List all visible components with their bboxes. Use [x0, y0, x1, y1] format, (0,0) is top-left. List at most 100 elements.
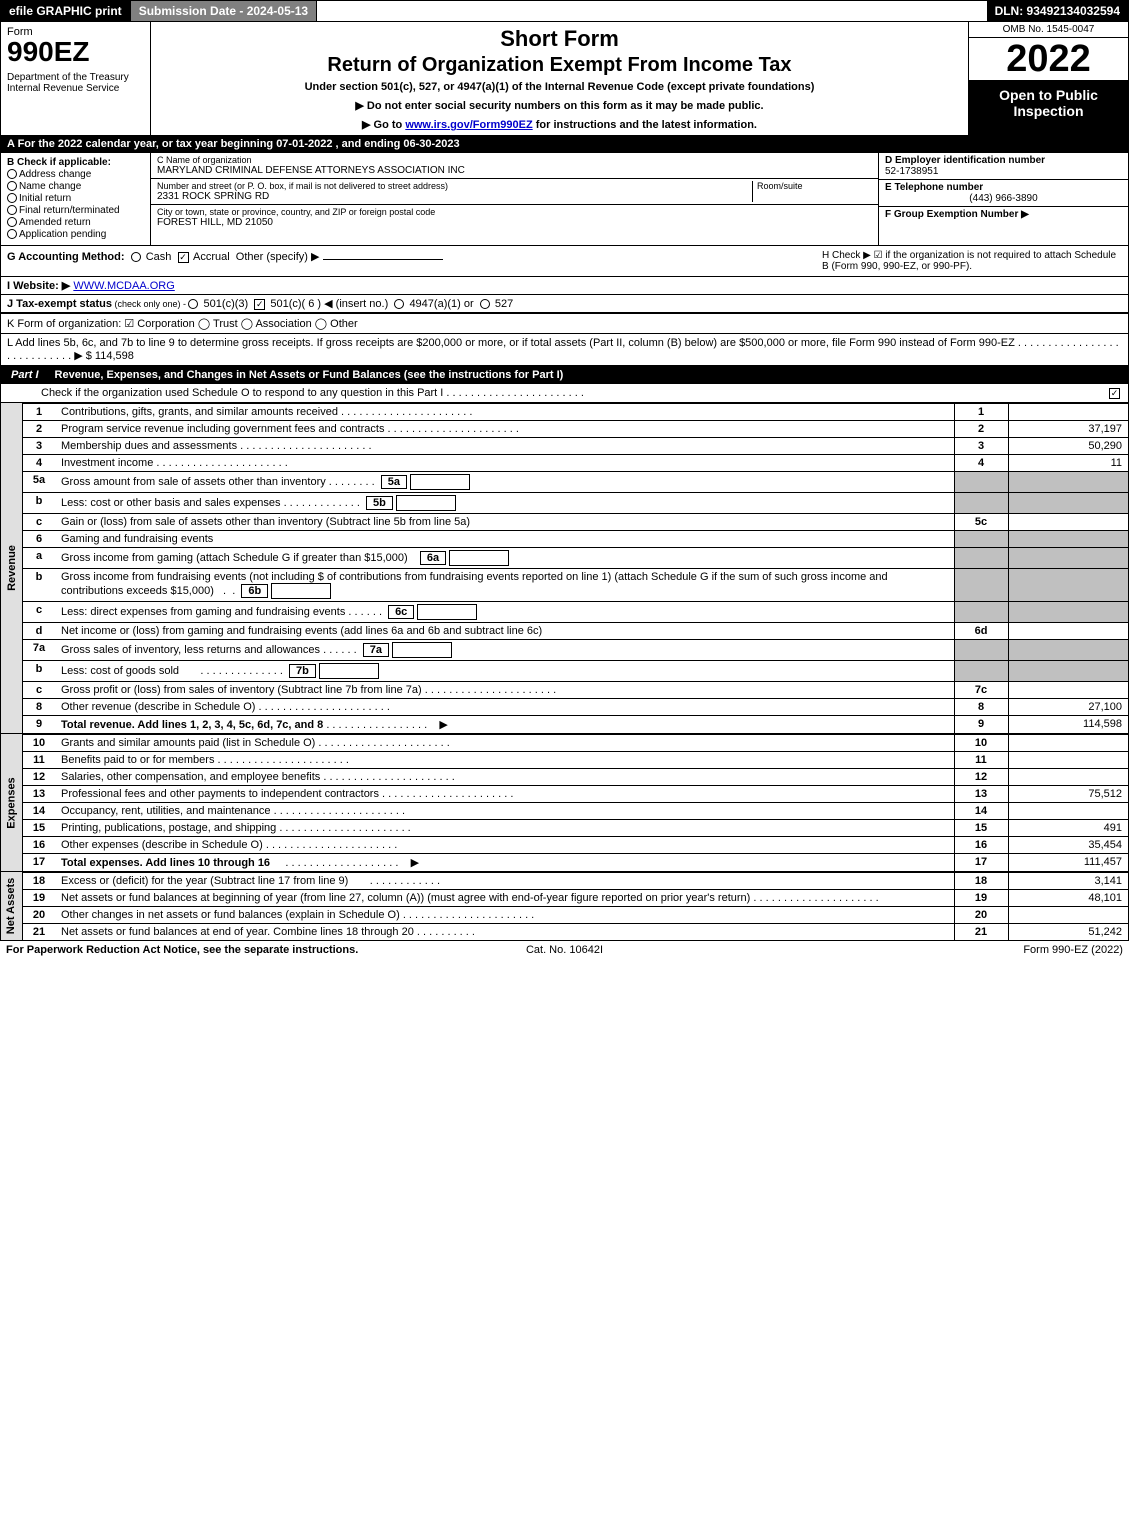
row-k-form-org: K Form of organization: ☑ Corporation ◯ …	[0, 313, 1129, 334]
line-10: 10Grants and similar amounts paid (list …	[23, 735, 1128, 752]
net-assets-section: Net Assets 18Excess or (deficit) for the…	[0, 872, 1129, 941]
radio-cash[interactable]	[131, 252, 141, 262]
expenses-table: 10Grants and similar amounts paid (list …	[23, 734, 1128, 871]
part-i-checkline: Check if the organization used Schedule …	[0, 384, 1129, 403]
ssn-warning: ▶ Do not enter social security numbers o…	[157, 99, 962, 112]
j-label: J Tax-exempt status	[7, 298, 112, 310]
goto-line: ▶ Go to www.irs.gov/Form990EZ for instru…	[157, 118, 962, 131]
line-21: 21Net assets or fund balances at end of …	[23, 924, 1128, 941]
row-i-website: I Website: ▶ WWW.MCDAA.ORG	[0, 277, 1129, 295]
org-addr-row: Number and street (or P. O. box, if mail…	[151, 179, 878, 205]
form-footer-id: Form 990-EZ (2022)	[751, 944, 1123, 956]
line-8: 8Other revenue (describe in Schedule O)8…	[23, 699, 1128, 716]
group-exemption-row: F Group Exemption Number ▶	[879, 207, 1128, 222]
chk-address-change[interactable]: Address change	[7, 169, 144, 180]
org-name: MARYLAND CRIMINAL DEFENSE ATTORNEYS ASSO…	[157, 165, 872, 176]
form-header: Form 990EZ Department of the Treasury In…	[0, 22, 1129, 136]
line-7b: bLess: cost of goods sold . . . . . . . …	[23, 661, 1128, 682]
line-6c: cLess: direct expenses from gaming and f…	[23, 602, 1128, 623]
page-footer: For Paperwork Reduction Act Notice, see …	[0, 941, 1129, 959]
row-j-tax-exempt: J Tax-exempt status (check only one) - 5…	[0, 295, 1129, 313]
col-b-title: B Check if applicable:	[7, 157, 144, 168]
irs-link[interactable]: www.irs.gov/Form990EZ	[405, 119, 532, 131]
org-street: 2331 ROCK SPRING RD	[157, 191, 752, 202]
tel-value: (443) 966-3890	[885, 193, 1122, 204]
part-i-title: Revenue, Expenses, and Changes in Net As…	[49, 366, 1128, 384]
short-form-title: Short Form	[157, 26, 962, 52]
chk-name-change[interactable]: Name change	[7, 181, 144, 192]
row-l-gross-receipts: L Add lines 5b, 6c, and 7b to line 9 to …	[0, 334, 1129, 366]
tel-label: E Telephone number	[885, 182, 1122, 193]
line-3: 3Membership dues and assessments350,290	[23, 438, 1128, 455]
expenses-section: Expenses 10Grants and similar amounts pa…	[0, 734, 1129, 872]
revenue-section: Revenue 1Contributions, gifts, grants, a…	[0, 403, 1129, 734]
revenue-table: 1Contributions, gifts, grants, and simil…	[23, 403, 1128, 733]
part-i-header: Part I Revenue, Expenses, and Changes in…	[0, 366, 1129, 384]
chk-final-return[interactable]: Final return/terminated	[7, 205, 144, 216]
netassets-table: 18Excess or (deficit) for the year (Subt…	[23, 872, 1128, 940]
col-b-checkboxes: B Check if applicable: Address change Na…	[1, 153, 151, 245]
goto-suffix: for instructions and the latest informat…	[533, 119, 757, 131]
line-6: 6Gaming and fundraising events	[23, 531, 1128, 548]
expenses-sidelabel: Expenses	[1, 734, 23, 871]
schedule-o-check-text: Check if the organization used Schedule …	[41, 387, 584, 399]
radio-501c3[interactable]	[188, 299, 198, 309]
ein-label: D Employer identification number	[885, 155, 1122, 166]
org-name-row: C Name of organization MARYLAND CRIMINAL…	[151, 153, 878, 179]
revenue-sidelabel: Revenue	[1, 403, 23, 733]
line-7c: cGross profit or (loss) from sales of in…	[23, 682, 1128, 699]
dept-treasury: Department of the Treasury	[7, 72, 144, 83]
org-city: FOREST HILL, MD 21050	[157, 217, 872, 228]
omb-number: OMB No. 1545-0047	[969, 22, 1128, 38]
ein-value: 52-1738951	[885, 166, 1122, 177]
chk-amended-return[interactable]: Amended return	[7, 217, 144, 228]
col-d-ids: D Employer identification number 52-1738…	[878, 153, 1128, 245]
line-16: 16Other expenses (describe in Schedule O…	[23, 837, 1128, 854]
header-block-bcd: B Check if applicable: Address change Na…	[0, 153, 1129, 245]
netassets-sidelabel: Net Assets	[1, 872, 23, 940]
line-6b: bGross income from fundraising events (n…	[23, 569, 1128, 602]
dln: DLN: 93492134032594	[987, 1, 1128, 21]
line-1: 1Contributions, gifts, grants, and simil…	[23, 404, 1128, 421]
part-i-label: Part I	[1, 366, 49, 384]
org-name-label: C Name of organization	[157, 155, 872, 165]
line-5c: cGain or (loss) from sale of assets othe…	[23, 514, 1128, 531]
chk-501c[interactable]: ✓	[254, 299, 265, 310]
addr-label: Number and street (or P. O. box, if mail…	[157, 181, 752, 191]
open-public: Open to Public Inspection	[969, 81, 1128, 135]
line-2: 2Program service revenue including gover…	[23, 421, 1128, 438]
cat-no: Cat. No. 10642I	[378, 944, 750, 956]
chk-schedule-o[interactable]: ✓	[1109, 388, 1120, 399]
line-15: 15Printing, publications, postage, and s…	[23, 820, 1128, 837]
ein-row: D Employer identification number 52-1738…	[879, 153, 1128, 180]
tax-year: 2022	[969, 38, 1128, 81]
submission-date: Submission Date - 2024-05-13	[131, 1, 317, 21]
line-4: 4Investment income411	[23, 455, 1128, 472]
chk-initial-return[interactable]: Initial return	[7, 193, 144, 204]
paperwork-notice: For Paperwork Reduction Act Notice, see …	[6, 944, 378, 956]
line-7a: 7aGross sales of inventory, less returns…	[23, 640, 1128, 661]
line-19: 19Net assets or fund balances at beginni…	[23, 890, 1128, 907]
row-a-tax-year: A For the 2022 calendar year, or tax yea…	[0, 136, 1129, 153]
chk-application-pending[interactable]: Application pending	[7, 229, 144, 240]
under-section: Under section 501(c), 527, or 4947(a)(1)…	[157, 81, 962, 93]
city-label: City or town, state or province, country…	[157, 207, 872, 217]
form-id-block: Form 990EZ Department of the Treasury In…	[1, 22, 151, 135]
line-17: 17Total expenses. Add lines 10 through 1…	[23, 854, 1128, 872]
goto-prefix: ▶ Go to	[362, 119, 405, 131]
website-link[interactable]: WWW.MCDAA.ORG	[73, 280, 174, 292]
other-specify-input[interactable]	[323, 259, 443, 260]
radio-527[interactable]	[480, 299, 490, 309]
form-number: 990EZ	[7, 38, 144, 66]
org-city-row: City or town, state or province, country…	[151, 205, 878, 230]
line-13: 13Professional fees and other payments t…	[23, 786, 1128, 803]
g-label: G Accounting Method:	[7, 251, 125, 263]
radio-4947[interactable]	[394, 299, 404, 309]
room-label: Room/suite	[757, 181, 872, 191]
efile-label[interactable]: efile GRAPHIC print	[1, 1, 131, 21]
line-6a: aGross income from gaming (attach Schedu…	[23, 548, 1128, 569]
chk-accrual[interactable]: ✓	[178, 252, 189, 263]
return-title: Return of Organization Exempt From Incom…	[157, 54, 962, 77]
website-label: I Website: ▶	[7, 280, 70, 292]
col-c-org-info: C Name of organization MARYLAND CRIMINAL…	[151, 153, 878, 245]
